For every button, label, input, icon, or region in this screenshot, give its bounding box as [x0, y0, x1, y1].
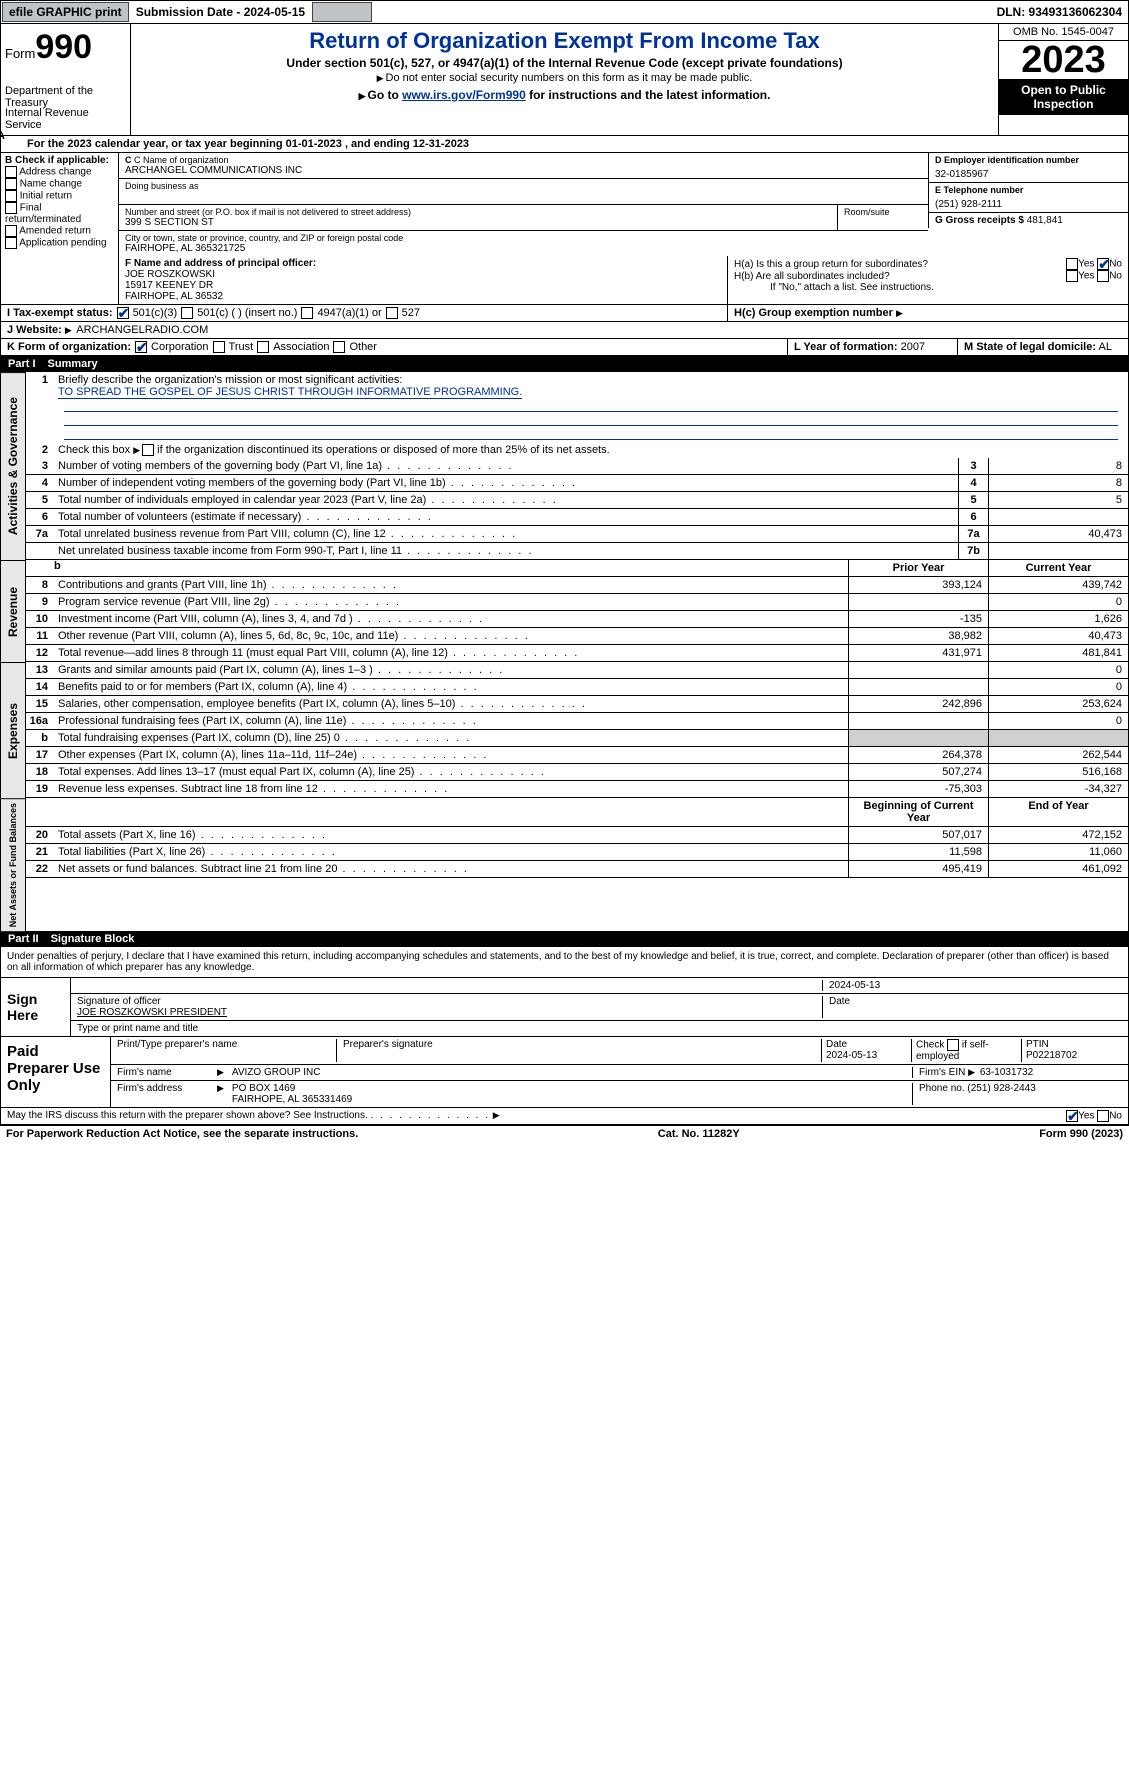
summary-row: 20 Total assets (Part X, line 16) 507,01… [26, 827, 1128, 844]
summary-row: 16a Professional fundraising fees (Part … [26, 713, 1128, 730]
summary-row: 22 Net assets or fund balances. Subtract… [26, 861, 1128, 878]
sidebar-revenue: Revenue [0, 560, 26, 662]
summary-row: Net unrelated business taxable income fr… [26, 543, 1128, 560]
summary-row: 4 Number of independent voting members o… [26, 475, 1128, 492]
summary-row: 8 Contributions and grants (Part VIII, l… [26, 577, 1128, 594]
goto-link: Go to www.irs.gov/Form990 for instructio… [139, 88, 990, 102]
row-i-tax-status: I Tax-exempt status: 501(c)(3) 501(c) ( … [1, 305, 728, 321]
box-c-street: Number and street (or P.O. box if mail i… [119, 205, 838, 230]
box-c-city: City or town, state or province, country… [119, 231, 928, 256]
dept-treasury: Department of the Treasury Internal Reve… [5, 85, 126, 131]
summary-row: 14 Benefits paid to or for members (Part… [26, 679, 1128, 696]
summary-row: 15 Salaries, other compensation, employe… [26, 696, 1128, 713]
box-h-c: H(c) Group exemption number [728, 305, 1128, 321]
signature-block: Under penalties of perjury, I declare th… [0, 947, 1129, 1125]
part-i-header: Part I Summary [0, 356, 1129, 372]
box-f: F Name and address of principal officer:… [119, 256, 728, 304]
box-h: H(a) Is this a group return for subordin… [728, 256, 1128, 304]
row-f-h: F Name and address of principal officer:… [0, 256, 1129, 305]
header-boxes: B Check if applicable: Address change Na… [0, 153, 1129, 256]
page-footer: For Paperwork Reduction Act Notice, see … [0, 1125, 1129, 1142]
summary-row: 19 Revenue less expenses. Subtract line … [26, 781, 1128, 798]
summary-row: 9 Program service revenue (Part VIII, li… [26, 594, 1128, 611]
sidebar-netassets: Net Assets or Fund Balances [0, 798, 26, 931]
summary-row: b Total fundraising expenses (Part IX, c… [26, 730, 1128, 747]
blank-button[interactable] [312, 2, 372, 22]
form-subtitle: Under section 501(c), 527, or 4947(a)(1)… [139, 56, 990, 70]
box-e-phone: E Telephone number (251) 928-2111 [928, 183, 1128, 213]
perjury-text: Under penalties of perjury, I declare th… [1, 947, 1128, 977]
summary-row: 12 Total revenue—add lines 8 through 11 … [26, 645, 1128, 662]
row-j-website: J Website: ARCHANGELRADIO.COM [1, 322, 1128, 338]
summary-row: 3 Number of voting members of the govern… [26, 458, 1128, 475]
toolbar: efile GRAPHIC print Submission Date - 20… [0, 0, 1129, 24]
summary-row: 10 Investment income (Part VIII, column … [26, 611, 1128, 628]
open-inspection: Open to Public Inspection [999, 79, 1128, 115]
summary-row: 17 Other expenses (Part IX, column (A), … [26, 747, 1128, 764]
sidebar-activities: Activities & Governance [0, 372, 26, 560]
paid-preparer-label: Paid Preparer Use Only [1, 1037, 111, 1107]
row-a-tax-year: A For the 2023 calendar year, or tax yea… [0, 136, 1129, 153]
box-c-name: C C Name of organization ARCHANGEL COMMU… [119, 153, 928, 179]
form-header: Form990 Department of the Treasury Inter… [0, 24, 1129, 136]
part-i-body: Activities & Governance 1 Briefly descri… [0, 372, 1129, 560]
summary-row: 11 Other revenue (Part VIII, column (A),… [26, 628, 1128, 645]
form-number: Form990 [5, 28, 126, 67]
row-m-state: M State of legal domicile: AL [958, 339, 1128, 355]
dln: DLN: 93493136062304 [991, 3, 1128, 21]
row-l-year: L Year of formation: 2007 [788, 339, 958, 355]
ssn-note: Do not enter social security numbers on … [139, 72, 990, 84]
sign-here-label: Sign Here [1, 978, 71, 1036]
box-c-dba: Doing business as [119, 179, 928, 205]
summary-row: 7a Total unrelated business revenue from… [26, 526, 1128, 543]
box-b: B Check if applicable: Address change Na… [1, 153, 119, 256]
summary-row: 13 Grants and similar amounts paid (Part… [26, 662, 1128, 679]
part-ii-header: Part II Signature Block [0, 931, 1129, 947]
box-g-receipts: G Gross receipts $ 481,841 [928, 213, 1128, 228]
summary-row: 18 Total expenses. Add lines 13–17 (must… [26, 764, 1128, 781]
tax-year: 2023 [999, 41, 1128, 79]
summary-row: 21 Total liabilities (Part X, line 26) 1… [26, 844, 1128, 861]
sidebar-expenses: Expenses [0, 662, 26, 798]
row-k-form-org: K Form of organization: Corporation Trus… [1, 339, 788, 355]
efile-print-button[interactable]: efile GRAPHIC print [2, 2, 129, 22]
irs-link[interactable]: www.irs.gov/Form990 [402, 88, 526, 102]
summary-row: 5 Total number of individuals employed i… [26, 492, 1128, 509]
summary-row: 6 Total number of volunteers (estimate i… [26, 509, 1128, 526]
box-c-room: Room/suite [838, 205, 928, 230]
form-title: Return of Organization Exempt From Incom… [139, 28, 990, 54]
submission-date: Submission Date - 2024-05-15 [130, 3, 311, 21]
box-d-ein: D Employer identification number 32-0185… [928, 153, 1128, 183]
